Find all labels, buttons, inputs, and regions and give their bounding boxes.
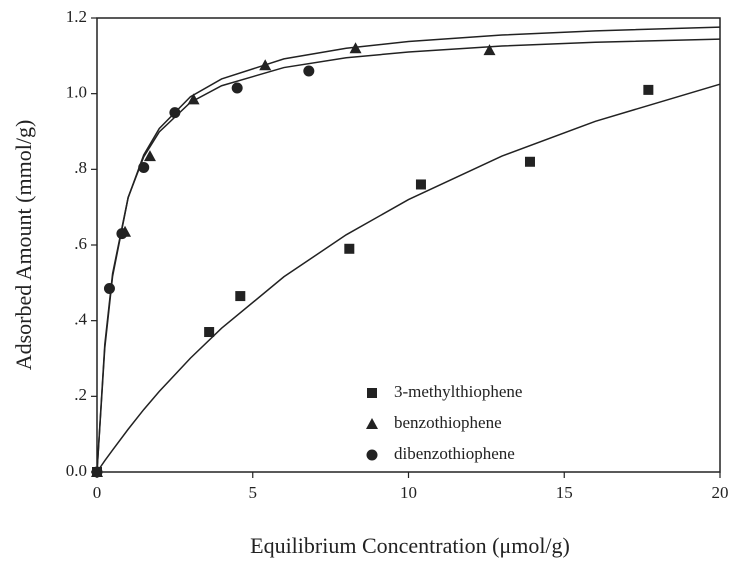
legend-label: 3-methylthiophene (394, 382, 522, 401)
data-point (524, 156, 535, 167)
data-point (643, 84, 654, 95)
legend-label: dibenzothiophene (394, 444, 515, 463)
fit-curve (96, 26, 721, 473)
legend-marker (366, 449, 378, 461)
legend-marker (367, 388, 377, 398)
data-point (143, 150, 156, 162)
data-point (415, 179, 426, 190)
data-point (116, 228, 128, 240)
data-point (103, 283, 115, 295)
x-tick-label: 10 (400, 483, 417, 502)
legend-label: benzothiophene (394, 413, 502, 432)
y-tick-label: .8 (74, 158, 87, 177)
data-point (138, 161, 150, 173)
data-point (349, 42, 362, 54)
y-tick-label: 0.0 (66, 461, 87, 480)
y-tick-label: .6 (74, 234, 87, 253)
plot-frame (96, 17, 721, 473)
data-point (91, 466, 103, 478)
y-tick-label: 1.0 (66, 83, 87, 102)
y-tick-label: .4 (74, 310, 87, 329)
data-point (303, 65, 315, 77)
data-point (483, 44, 496, 56)
data-point (344, 243, 355, 254)
y-tick-label: 1.2 (66, 7, 87, 26)
data-point (169, 107, 181, 119)
x-axis-label: Equilibrium Concentration (μmol/g) (250, 533, 570, 558)
data-point (204, 327, 215, 338)
data-point (235, 291, 246, 302)
x-tick-label: 0 (93, 483, 102, 502)
fit-curve (96, 83, 721, 473)
x-tick-label: 15 (556, 483, 573, 502)
x-tick-label: 5 (249, 483, 258, 502)
y-tick-label: .2 (74, 385, 87, 404)
fit-curve (96, 38, 721, 473)
data-point (231, 82, 243, 94)
y-axis-label: Adsorbed Amount (mmol/g) (11, 120, 36, 371)
x-tick-label: 20 (712, 483, 729, 502)
legend-marker (366, 418, 378, 429)
data-point (259, 59, 272, 71)
